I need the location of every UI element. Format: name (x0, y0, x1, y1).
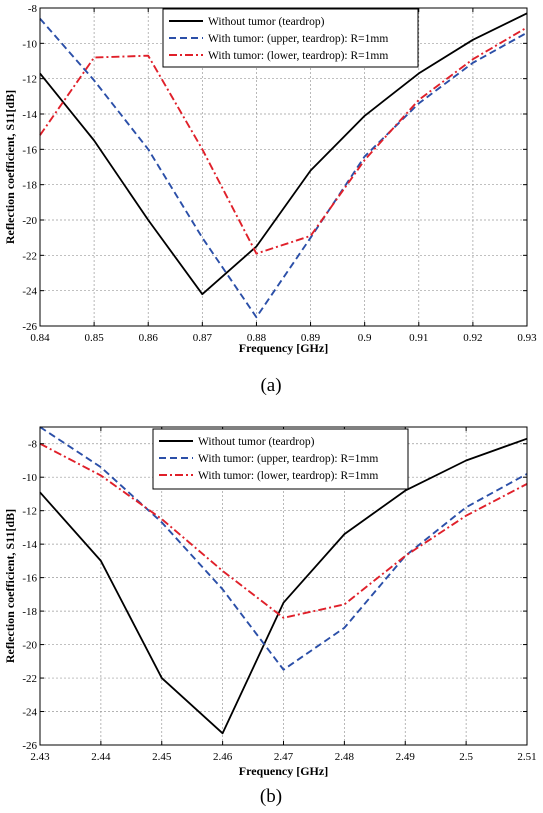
chart-a-legend-box (162, 8, 419, 68)
chart-a-xtick-label: 0.86 (139, 332, 159, 344)
chart-a-ytick-label: -16 (22, 144, 37, 156)
chart-a-plot-frame (39, 7, 528, 327)
chart-a-xtick-label: 0.91 (409, 332, 428, 344)
chart-b-xtick-label: 2.47 (274, 751, 294, 763)
chart-a-legend-label-3: With tumor: (lower, teardrop): R=1mm (208, 50, 388, 62)
chart-a-ytick-label: -26 (22, 321, 37, 333)
chart-b-xtick-label: 2.5 (459, 751, 473, 763)
chart-b-legend: Without tumor (teardrop) With tumor: (upp… (152, 428, 409, 490)
chart-a-xtick-label: 0.89 (301, 332, 321, 344)
chart-b-ytick-label: -24 (22, 707, 37, 719)
chart-a-legend: Without tumor (teardrop) With tumor: (upp… (162, 8, 419, 68)
chart-b-xtick-label: 2.51 (517, 751, 536, 763)
chart-b-xtick-label: 2.45 (152, 751, 172, 763)
chart-a-ytick-label: -14 (22, 109, 37, 121)
chart-b-ytick-label: -22 (22, 673, 37, 685)
chart-a-xtick-label: 0.92 (463, 332, 482, 344)
chart-b: 2.43 2.44 2.45 2.46 2.47 2.48 2.49 2.5 2.51 -26 -2… (3, 426, 537, 807)
chart-b-xtick-label: 2.44 (91, 751, 111, 763)
chart-a-ytick-label: -8 (28, 3, 38, 15)
chart-b-ytick-label: -12 (22, 506, 37, 518)
chart-b-xlabel: Frequency [GHz] (239, 764, 328, 778)
chart-b-xtick-label: 2.46 (213, 751, 233, 763)
chart-a-ytick-label: -22 (22, 250, 37, 262)
chart-a-xlabel: Frequency [GHz] (239, 341, 328, 355)
chart-a-xtick-label: 0.9 (358, 332, 372, 344)
chart-b-xtick-label: 2.49 (396, 751, 416, 763)
chart-b-xtick-label: 2.43 (30, 751, 50, 763)
chart-a-legend-label-2: With tumor: (upper, teardrop): R=1mm (208, 33, 388, 45)
chart-a-ytick-label: -10 (22, 38, 37, 50)
chart-b-ylabel: Reflection coefficient, S11[dB] (3, 509, 17, 663)
chart-a-xtick-label: 0.84 (30, 332, 50, 344)
chart-a-legend-label-1: Without tumor (teardrop) (208, 16, 325, 28)
chart-a-xtick-label: 0.88 (247, 332, 267, 344)
chart-a-series-line-3 (39, 26, 528, 255)
chart-b-legend-box (152, 428, 409, 490)
chart-a-xtick-label: 0.87 (193, 332, 213, 344)
chart-b-legend-label-3: With tumor: (lower, teardrop): R=1mm (198, 470, 378, 482)
chart-a-series-line-1 (39, 12, 528, 296)
chart-b-ytick-label: -10 (22, 472, 37, 484)
chart-a-ytick-label: -18 (22, 180, 37, 192)
chart-b-ytick-label: -8 (28, 439, 38, 451)
chart-a-xtick-label: 0.93 (517, 332, 537, 344)
chart-b-ytick-label: -20 (22, 640, 37, 652)
chart-b-ytick-label: -26 (22, 740, 37, 752)
chart-a: 0.84 0.85 0.86 0.87 0.88 0.89 0.9 0.91 0.92 0.93 -… (3, 3, 537, 396)
chart-a-ylabel: Reflection coefficient, S11[dB] (3, 90, 17, 244)
chart-a-xtick-label: 0.85 (84, 332, 104, 344)
chart-a-ytick-label: -12 (22, 74, 37, 86)
chart-b-ytick-label: -18 (22, 606, 37, 618)
chart-b-caption: (b) (260, 786, 282, 807)
chart-b-ytick-label: -14 (22, 539, 37, 551)
chart-a-caption: (a) (260, 375, 281, 396)
chart-b-series-line-3 (39, 442, 528, 619)
chart-b-series-line-2 (39, 426, 528, 671)
chart-b-legend-label-2: With tumor: (upper, teardrop): R=1mm (198, 453, 378, 465)
chart-b-xtick-label: 2.48 (335, 751, 355, 763)
chart-b-ytick-label: -16 (22, 573, 37, 585)
chart-b-legend-label-1: Without tumor (teardrop) (198, 436, 315, 448)
chart-a-series-line-2 (39, 17, 528, 319)
chart-a-ytick-label: -24 (22, 286, 37, 298)
chart-a-ytick-label: -20 (22, 215, 37, 227)
chart-b-series-line-1 (39, 437, 528, 735)
